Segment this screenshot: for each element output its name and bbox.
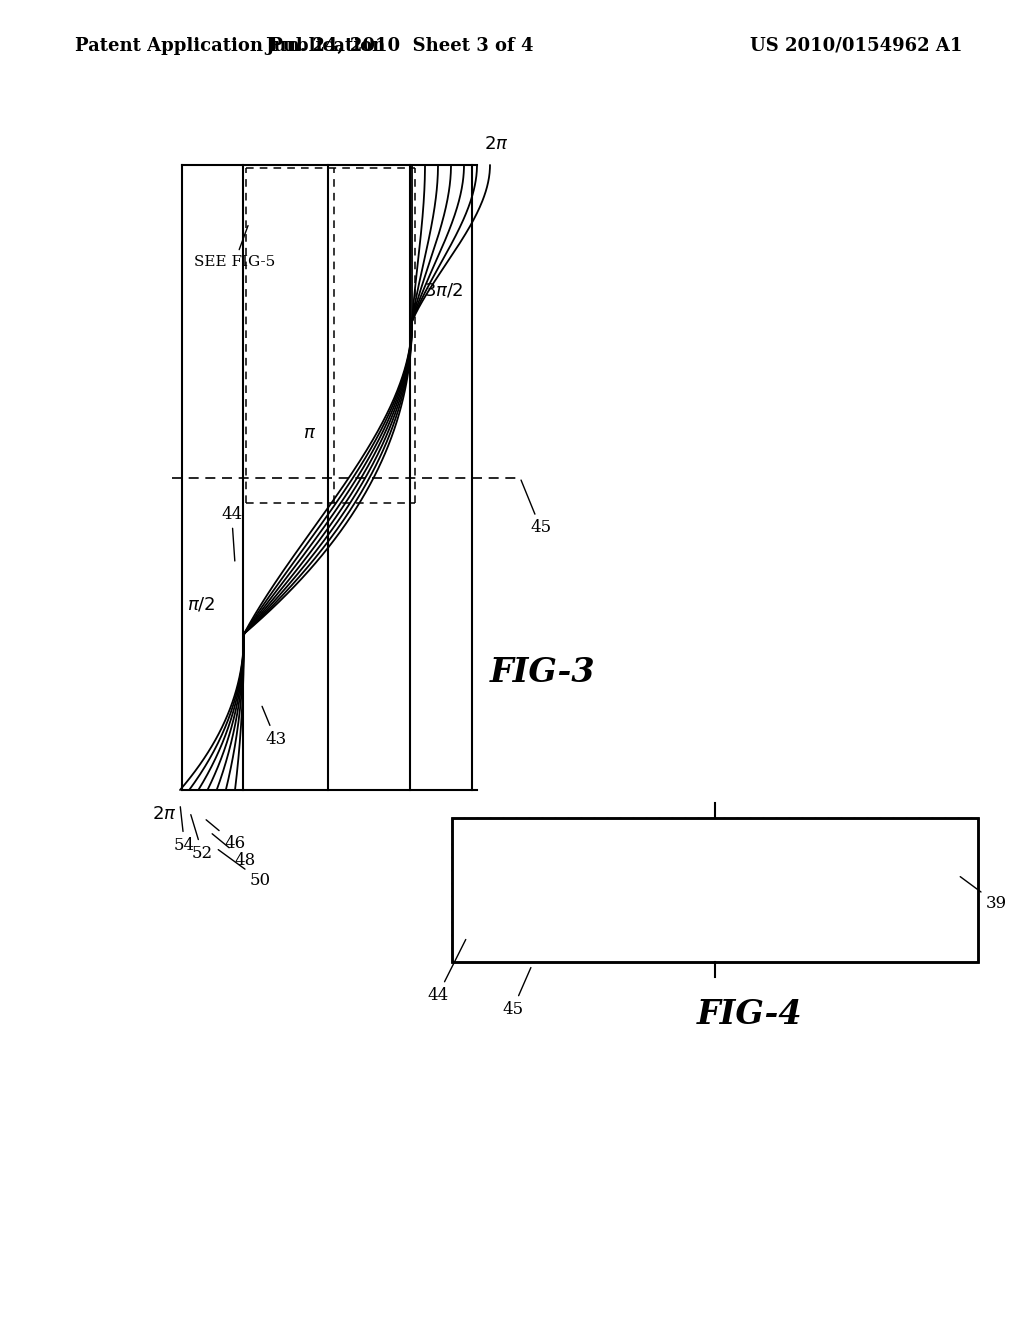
Text: 44: 44	[221, 506, 243, 561]
Text: 54: 54	[174, 807, 196, 854]
Text: US 2010/0154962 A1: US 2010/0154962 A1	[750, 37, 963, 55]
Text: 46: 46	[206, 820, 245, 851]
Text: FIG-4: FIG-4	[697, 998, 803, 1031]
Text: 52: 52	[190, 814, 213, 862]
Text: $2\pi$: $2\pi$	[153, 805, 177, 822]
Text: SEE FIG-5: SEE FIG-5	[194, 226, 275, 269]
Bar	[452, 818, 978, 962]
Bar	[452, 818, 978, 962]
Text: 50: 50	[218, 850, 271, 888]
Text: 45: 45	[521, 480, 551, 536]
Text: $\pi$: $\pi$	[303, 425, 316, 442]
Text: 48: 48	[212, 834, 255, 869]
Text: Jun. 24, 2010  Sheet 3 of 4: Jun. 24, 2010 Sheet 3 of 4	[266, 37, 535, 55]
Text: $2\pi$: $2\pi$	[484, 135, 509, 153]
Text: $\pi/2$: $\pi/2$	[187, 595, 215, 614]
Text: $3\pi/2$: $3\pi/2$	[424, 281, 464, 300]
Text: 44: 44	[427, 940, 466, 1005]
Text: 45: 45	[502, 968, 530, 1018]
Text: 43: 43	[262, 706, 287, 747]
Text: FIG-3: FIG-3	[490, 656, 596, 689]
Text: Patent Application Publication: Patent Application Publication	[75, 37, 385, 55]
Text: 39: 39	[961, 876, 1008, 912]
